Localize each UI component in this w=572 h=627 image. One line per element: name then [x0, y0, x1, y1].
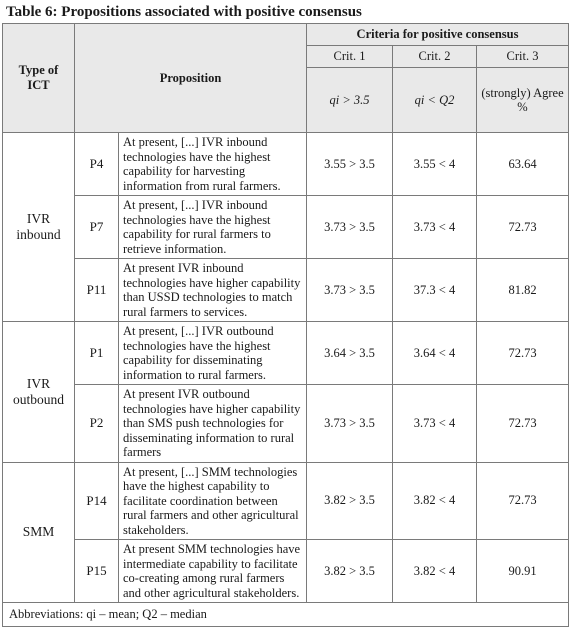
table-row: P11 At present IVR inbound technologies h…: [3, 258, 570, 322]
proposition-text: At present SMM technologies have interme…: [118, 539, 307, 603]
crit3-value: 72.73: [475, 461, 570, 540]
crit2-value: 3.73 < 4: [392, 384, 477, 463]
header-crit2: Crit. 2: [392, 45, 477, 68]
table-row: P2 At present IVR outbound technologies h…: [3, 384, 570, 463]
proposition-id: P1: [74, 321, 119, 385]
crit2-value: 3.82 < 4: [392, 461, 477, 540]
table-row: P15 At present SMM technologies have inte…: [3, 539, 570, 603]
crit3-value: 81.82: [475, 258, 570, 322]
crit2-value: 37.3 < 4: [392, 258, 477, 322]
header-crit2-sub: qi < Q2: [392, 67, 477, 133]
proposition-id: P15: [74, 539, 119, 603]
table-row: IVR outbound P1 At present, [...] IVR outb…: [2, 321, 570, 463]
proposition-text: At present, [...] IVR inbound technologi…: [118, 195, 307, 259]
crit2-value: 3.64 < 4: [392, 321, 477, 385]
proposition-id: P4: [74, 132, 119, 196]
header-proposition: Proposition: [74, 23, 307, 133]
crit3-value: 90.91: [475, 539, 570, 603]
proposition-text: At present, [...] IVR inbound technologi…: [118, 132, 307, 196]
table-row: P7 At present, [...] IVR inbound technolo…: [3, 195, 570, 259]
proposition-id: P7: [74, 195, 119, 259]
table-row: IVR inbound P4 At present, [...] IVR inbou…: [2, 132, 570, 322]
ict-type-cell: SMM: [2, 461, 75, 603]
proposition-text: At present, [...] SMM technologies have …: [118, 461, 307, 540]
proposition-id: P14: [74, 461, 119, 540]
header-crit3: Crit. 3: [475, 45, 570, 68]
table-body: IVR inbound P4 At present, [...] IVR inbou…: [2, 132, 570, 603]
header-crit1: Crit. 1: [306, 45, 393, 68]
crit3-value: 63.64: [475, 132, 570, 196]
abbreviations-note: Abbreviations: qi – mean; Q2 – median: [1, 602, 570, 627]
proposition-id: P11: [74, 258, 119, 322]
ict-type-cell: IVR outbound: [2, 321, 75, 463]
consensus-table: Type of ICT Proposition Criteria for pos…: [1, 23, 570, 627]
proposition-text: At present IVR inbound technologies have…: [118, 258, 307, 322]
crit1-value: 3.73 > 3.5: [306, 258, 393, 322]
crit3-value: 72.73: [475, 195, 570, 259]
crit1-value: 3.64 > 3.5: [306, 321, 393, 385]
crit2-value: 3.55 < 4: [392, 132, 477, 196]
crit1-value: 3.82 > 3.5: [306, 461, 393, 540]
header-crit1-sub: qi > 3.5: [306, 67, 393, 133]
crit1-value: 3.73 > 3.5: [306, 195, 393, 259]
crit3-value: 72.73: [475, 384, 570, 463]
header-criteria: Criteria for positive consensus: [305, 23, 570, 46]
crit2-value: 3.82 < 4: [392, 539, 477, 603]
ict-type-cell: IVR inbound: [2, 132, 75, 322]
crit3-value: 72.73: [475, 321, 570, 385]
crit2-value: 3.73 < 4: [392, 195, 477, 259]
proposition-id: P2: [74, 384, 119, 463]
crit1-value: 3.73 > 3.5: [306, 384, 393, 463]
proposition-text: At present IVR outbound technologies hav…: [118, 384, 307, 463]
table-row: SMM P14 At present, [...] SMM technologies…: [2, 461, 570, 603]
header-type-of-ict: Type of ICT: [2, 23, 75, 133]
header-crit3-sub: (strongly) Agree %: [475, 67, 570, 133]
proposition-text: At present, [...] IVR outbound technolog…: [118, 321, 307, 385]
crit1-value: 3.55 > 3.5: [306, 132, 393, 196]
table-title: Table 6: Propositions associated with po…: [6, 4, 362, 20]
crit1-value: 3.82 > 3.5: [306, 539, 393, 603]
